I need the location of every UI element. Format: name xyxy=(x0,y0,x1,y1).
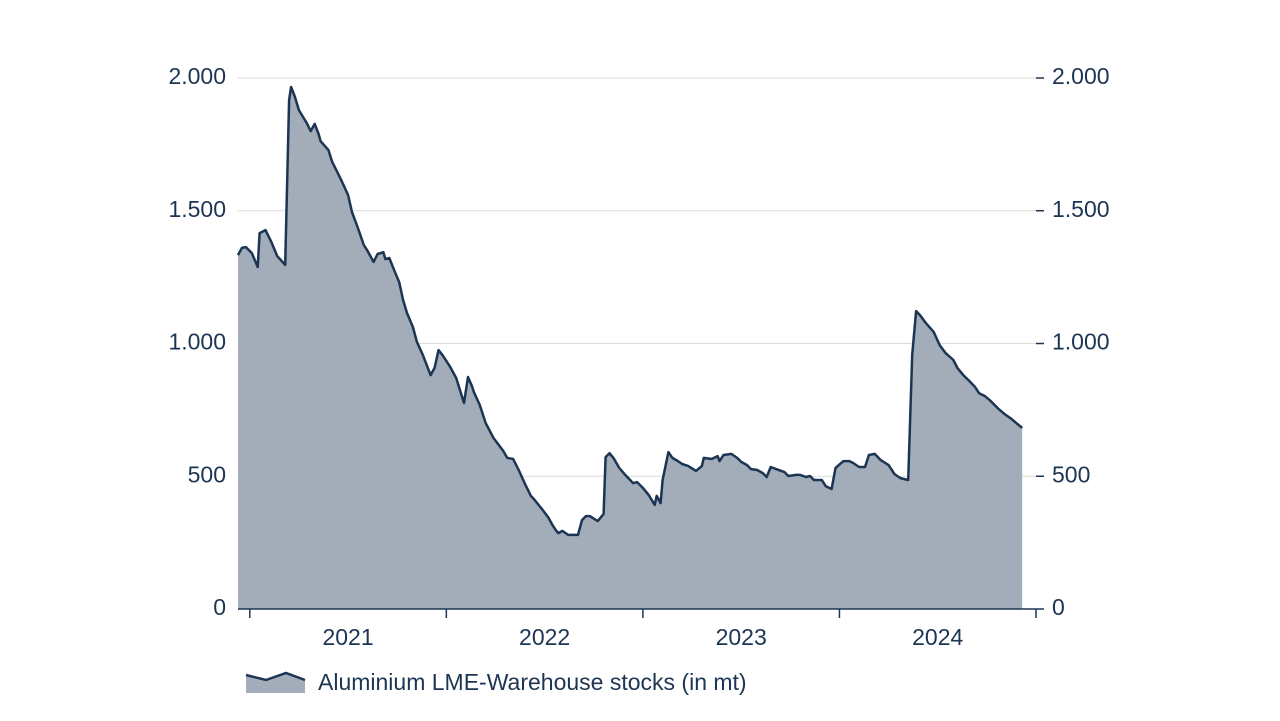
x-tick-label: 2024 xyxy=(912,624,963,650)
y2-tick-label: 1.000 xyxy=(1052,329,1110,355)
y-tick-label: 500 xyxy=(188,461,226,487)
y-tick-label: 1.000 xyxy=(168,329,226,355)
y2-tick-label: 500 xyxy=(1052,461,1090,487)
y2-tick-label: 2.000 xyxy=(1052,63,1110,89)
y-tick-label: 0 xyxy=(213,594,226,620)
legend-line xyxy=(245,671,306,682)
y-tick-label: 1.500 xyxy=(168,196,226,222)
legend-swatch xyxy=(246,673,305,693)
y2-tick-label: 1.500 xyxy=(1052,196,1110,222)
area xyxy=(238,87,1023,609)
x-tick-label: 2023 xyxy=(716,624,767,650)
x-tick-label: 2021 xyxy=(322,624,373,650)
y-tick-label: 2.000 xyxy=(168,63,226,89)
legend-label: Aluminium LME-Warehouse stocks (in mt) xyxy=(318,669,747,695)
line xyxy=(236,85,1023,537)
y2-tick-label: 0 xyxy=(1052,594,1065,620)
x-tick-label: 2022 xyxy=(519,624,570,650)
